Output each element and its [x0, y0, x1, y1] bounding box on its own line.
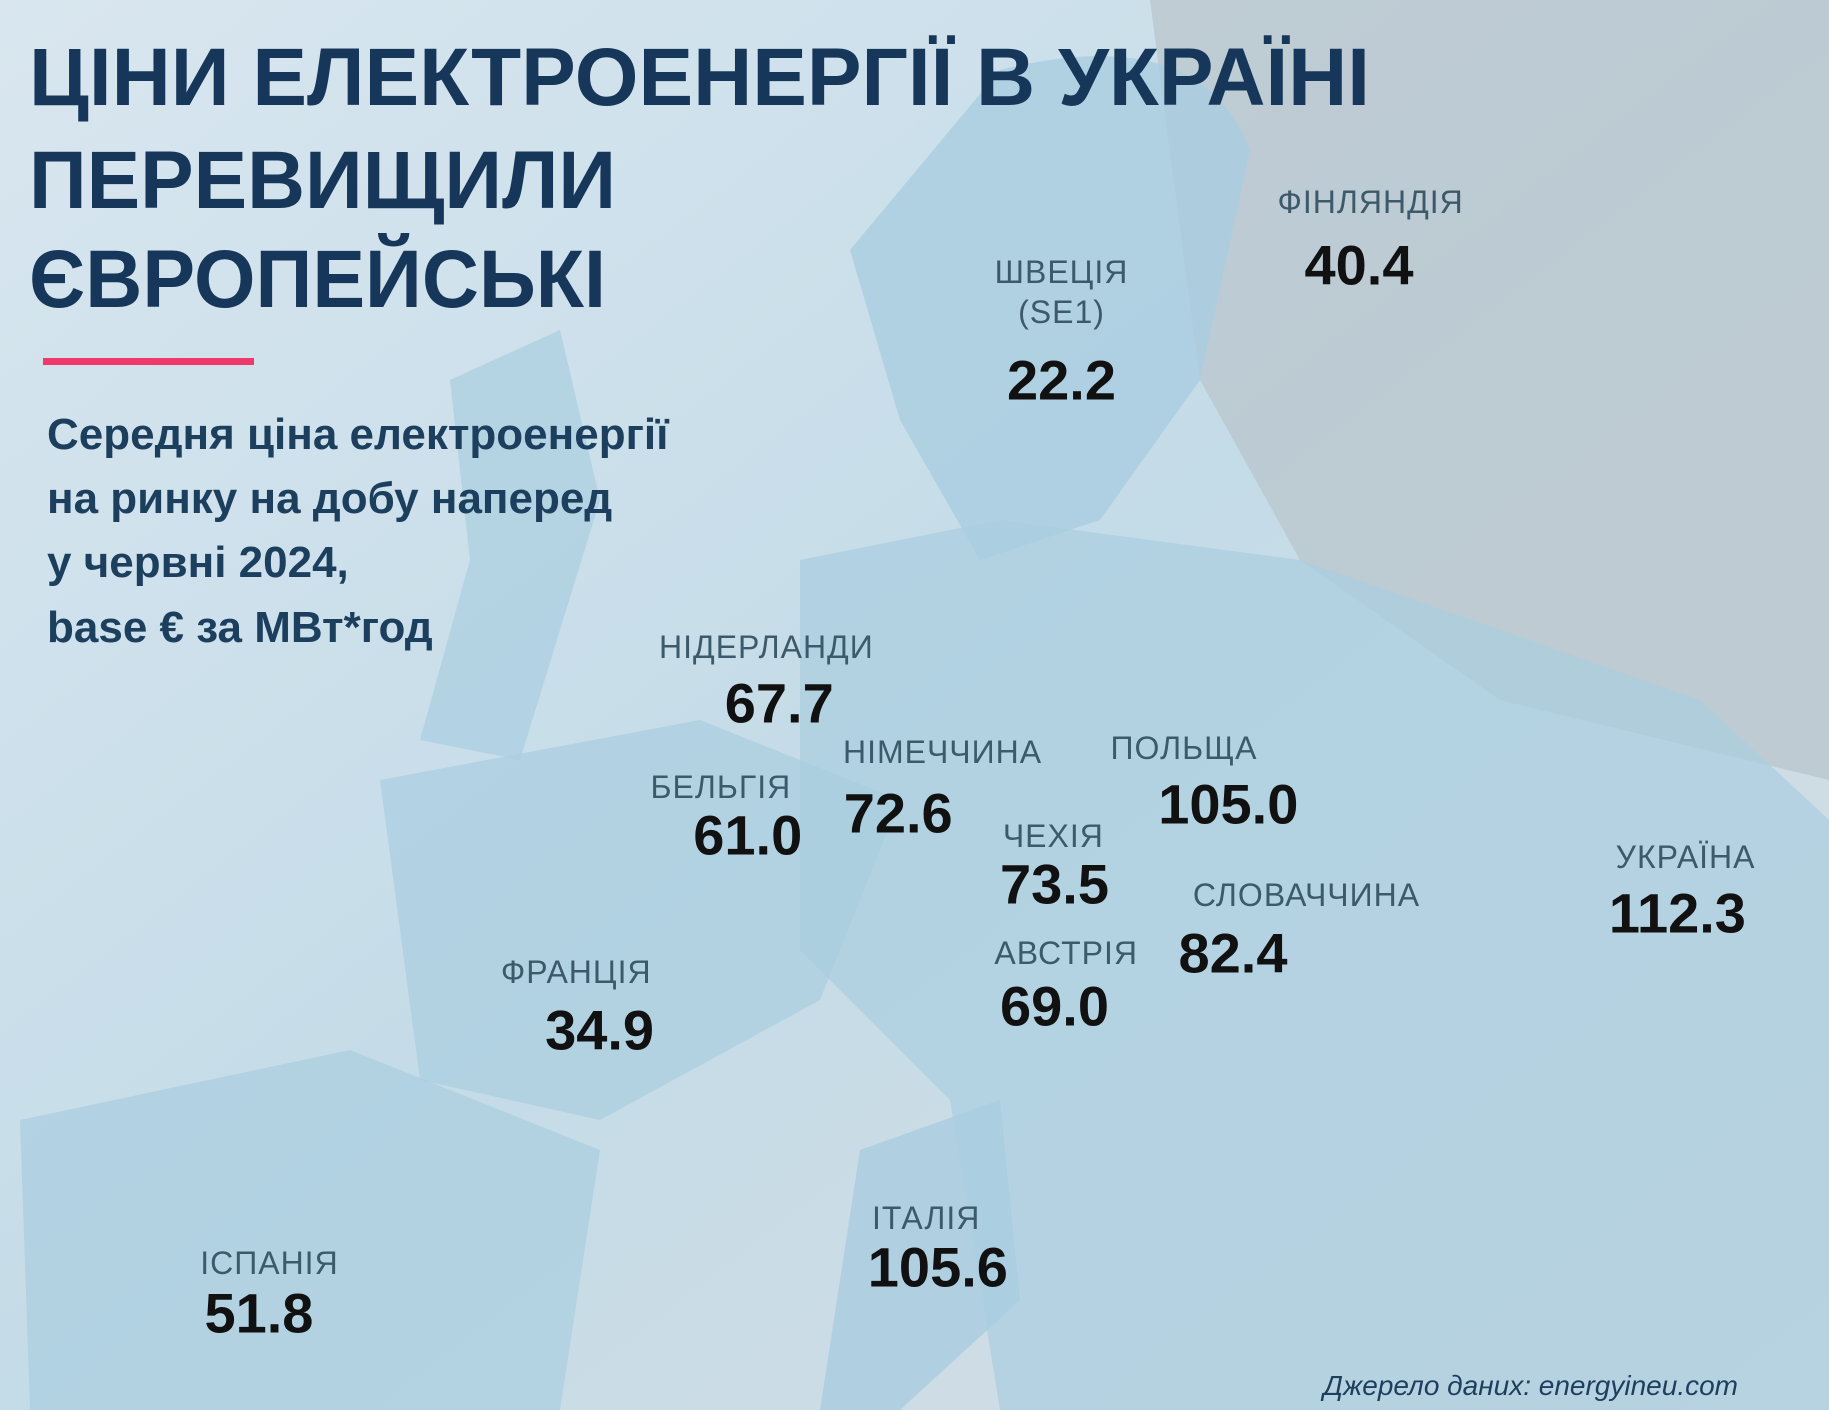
subtitle-line: на ринку на добу наперед — [47, 474, 612, 524]
subtitle-line: Середня ціна електроенергії — [47, 410, 669, 460]
accent-bar — [43, 358, 254, 365]
price-label: 105.0 — [1158, 771, 1298, 836]
price-label: 112.3 — [1609, 881, 1746, 946]
country-name: ІТАЛІЯ — [872, 1198, 980, 1238]
country-name: АВСТРІЯ — [994, 933, 1138, 973]
price-label: 22.2 — [1007, 348, 1116, 413]
country-name: ЧЕХІЯ — [1003, 816, 1104, 856]
price-label: 67.7 — [725, 671, 834, 736]
infographic: ЦІНИ ЕЛЕКТРОЕНЕРГІЇ В УКРАЇНІ ПЕРЕВИЩИЛИ… — [0, 0, 1829, 1410]
price-label: 40.4 — [1304, 232, 1413, 297]
price-label: 51.8 — [204, 1281, 313, 1346]
title-line: ЦІНИ ЕЛЕКТРОЕНЕРГІЇ В УКРАЇНІ — [29, 32, 1370, 123]
price-label: 72.6 — [844, 781, 953, 846]
title-line: ПЕРЕВИЩИЛИ — [29, 135, 616, 226]
subtitle-line: у червні 2024, — [47, 538, 349, 588]
title-line: ЄВРОПЕЙСЬКІ — [29, 233, 606, 325]
country-name: ФІНЛЯНДІЯ — [1278, 182, 1464, 222]
country-name: НІМЕЧЧИНА — [843, 732, 1042, 772]
country-name: ІСПАНІЯ — [200, 1243, 338, 1283]
price-label: 69.0 — [1000, 973, 1109, 1038]
country-name: НІДЕРЛАНДИ — [659, 627, 874, 667]
country-name: ФРАНЦІЯ — [501, 952, 652, 992]
price-label: 82.4 — [1178, 921, 1287, 986]
price-label: 73.5 — [1000, 852, 1109, 917]
country-name: ШВЕЦІЯ (SE1) — [987, 252, 1137, 332]
country-name: СЛОВАЧЧИНА — [1193, 875, 1420, 915]
subtitle-line: base € за МВт*год — [47, 603, 433, 653]
country-name: УКРАЇНА — [1616, 837, 1756, 877]
price-label: 61.0 — [693, 803, 802, 868]
price-label: 105.6 — [868, 1234, 1008, 1299]
price-label: 34.9 — [545, 998, 654, 1063]
country-name: ПОЛЬЩА — [1111, 728, 1258, 768]
source: Джерело даних: energyineu.com — [1323, 1370, 1738, 1402]
country-name: БЕЛЬГІЯ — [651, 767, 792, 807]
